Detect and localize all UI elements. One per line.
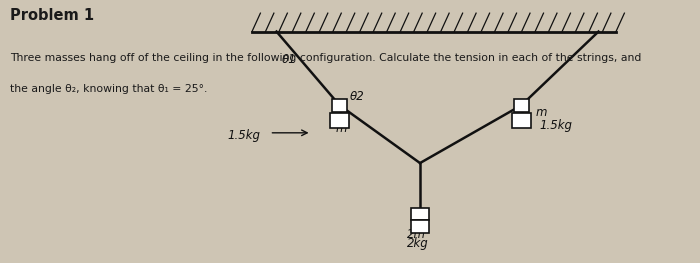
Text: θ2: θ2 [350, 90, 365, 103]
Bar [330, 113, 349, 128]
Text: Problem 1: Problem 1 [10, 8, 94, 23]
Text: θ1: θ1 [282, 53, 297, 66]
Text: Three masses hang off of the ceiling in the following configuration. Calculate t: Three masses hang off of the ceiling in … [10, 53, 642, 63]
Text: 1.5kg: 1.5kg [539, 119, 572, 132]
Text: 2kg: 2kg [407, 237, 429, 250]
Bar [514, 99, 529, 112]
Bar [411, 220, 429, 233]
Text: m: m [536, 106, 547, 119]
Text: m: m [336, 122, 347, 134]
Bar [512, 113, 531, 128]
Text: 1.5kg: 1.5kg [228, 129, 260, 142]
Bar [332, 99, 347, 112]
Text: the angle θ₂, knowing that θ₁ = 25°.: the angle θ₂, knowing that θ₁ = 25°. [10, 84, 208, 94]
Bar [411, 208, 429, 220]
Text: 2m: 2m [407, 228, 426, 241]
